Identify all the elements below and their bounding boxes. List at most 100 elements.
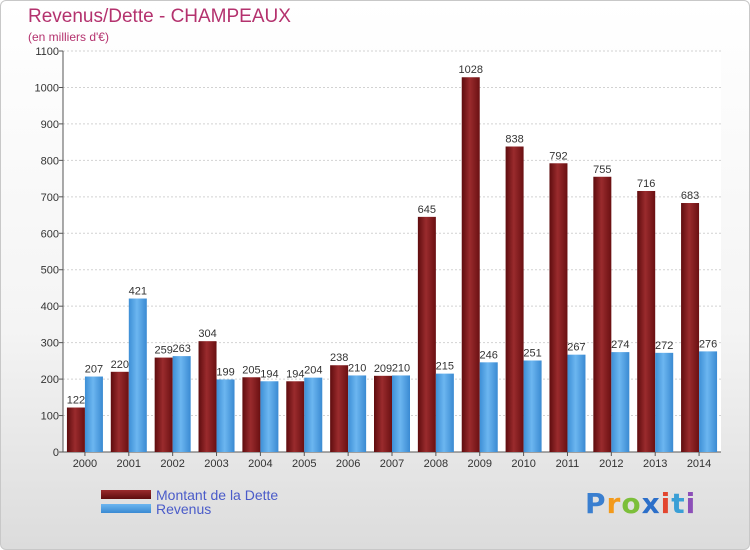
bar-revenue — [348, 375, 367, 452]
x-tick-label: 2002 — [160, 458, 184, 470]
y-tick-label: 1000 — [35, 82, 59, 94]
data-label-revenue: 210 — [348, 362, 366, 374]
bar-revenue — [567, 354, 586, 452]
x-tick-label: 2011 — [556, 458, 580, 470]
x-tick-label: 2014 — [687, 458, 711, 470]
bar-debt — [681, 203, 700, 452]
bar-revenue — [435, 373, 454, 452]
data-label-debt: 238 — [330, 352, 348, 364]
data-label-revenue: 251 — [523, 347, 541, 359]
chart-title: Revenus/Dette - CHAMPEAUX — [28, 6, 291, 27]
bar-revenue — [216, 379, 235, 452]
data-label-revenue: 204 — [304, 365, 322, 377]
data-label-revenue: 276 — [699, 338, 717, 350]
data-label-revenue: 210 — [392, 362, 410, 374]
bar-debt — [374, 375, 392, 452]
y-tick-label: 1100 — [35, 46, 59, 58]
logo-letter: i — [660, 487, 672, 520]
bar-debt — [286, 381, 305, 452]
bar-revenue — [392, 375, 410, 452]
data-label-debt: 716 — [637, 178, 655, 190]
data-label-debt: 645 — [418, 204, 436, 216]
data-label-revenue: 272 — [655, 340, 673, 352]
data-label-revenue: 215 — [436, 361, 454, 373]
data-label-debt: 220 — [111, 359, 129, 371]
data-label-debt: 755 — [593, 164, 611, 176]
bar-revenue — [655, 352, 674, 452]
bar-debt — [417, 216, 436, 452]
x-tick-label: 2005 — [292, 458, 316, 470]
logo-letter: x — [641, 487, 661, 520]
logo-letter: r — [606, 487, 622, 520]
logo-letter: t — [671, 487, 686, 520]
data-label-debt: 259 — [154, 345, 172, 357]
bar-debt — [549, 163, 568, 452]
logo-letter: i — [685, 487, 697, 520]
y-tick-label: 400 — [41, 301, 59, 313]
data-label-debt: 194 — [286, 368, 304, 380]
proxiti-logo: Proxiti — [585, 487, 696, 520]
bar-revenue — [611, 352, 630, 452]
legend-swatch-debt — [101, 490, 151, 499]
x-tick-label: 2000 — [73, 458, 97, 470]
chart-subtitle: (en milliers d'€) — [28, 30, 109, 44]
x-tick-label: 2008 — [424, 458, 448, 470]
legend-label-debt: Montant de la Dette — [156, 487, 279, 503]
data-label-debt: 838 — [505, 134, 523, 146]
data-label-revenue: 199 — [216, 366, 234, 378]
x-tick-label: 2013 — [643, 458, 667, 470]
y-tick-label: 900 — [41, 119, 59, 131]
y-tick-label: 0 — [53, 447, 59, 459]
x-tick-label: 2012 — [599, 458, 623, 470]
bar-revenue — [479, 362, 498, 452]
bar-debt — [505, 146, 524, 452]
x-tick-label: 2006 — [336, 458, 360, 470]
logo-letter: P — [585, 487, 607, 520]
data-label-debt: 1028 — [458, 64, 482, 76]
bar-debt — [66, 407, 85, 452]
data-label-debt: 304 — [198, 328, 216, 340]
y-tick-label: 200 — [41, 374, 59, 386]
bar-revenue — [84, 376, 103, 452]
data-label-revenue: 194 — [260, 368, 278, 380]
bar-debt — [637, 190, 656, 452]
bar-debt — [242, 377, 261, 452]
x-tick-label: 2001 — [117, 458, 141, 470]
bar-revenue — [304, 377, 323, 452]
legend-label-revenue: Revenus — [156, 501, 212, 517]
bar-revenue — [523, 360, 542, 452]
y-tick-label: 500 — [41, 265, 59, 277]
data-label-debt: 209 — [374, 363, 392, 375]
bar-debt — [461, 77, 480, 452]
x-tick-label: 2007 — [380, 458, 404, 470]
bar-revenue — [260, 381, 279, 452]
data-label-debt: 122 — [67, 395, 85, 407]
data-label-debt: 792 — [549, 150, 567, 162]
data-label-debt: 205 — [242, 364, 260, 376]
bar-revenue — [699, 351, 718, 452]
data-label-revenue: 421 — [129, 286, 147, 298]
data-label-revenue: 263 — [172, 343, 190, 355]
x-tick-label: 2003 — [204, 458, 228, 470]
y-tick-label: 300 — [41, 338, 59, 350]
data-label-revenue: 267 — [567, 342, 585, 354]
bar-revenue — [128, 298, 147, 452]
data-label-revenue: 246 — [480, 349, 498, 361]
y-tick-label: 700 — [41, 192, 59, 204]
bar-debt — [593, 176, 612, 452]
bar-debt — [330, 365, 349, 452]
logo-letter: o — [621, 487, 642, 520]
legend-swatch-revenue — [101, 504, 151, 513]
y-tick-label: 600 — [41, 228, 59, 240]
data-label-debt: 683 — [681, 190, 699, 202]
x-tick-label: 2010 — [511, 458, 535, 470]
x-tick-label: 2004 — [248, 458, 272, 470]
data-label-revenue: 207 — [85, 364, 103, 376]
y-tick-label: 800 — [41, 155, 59, 167]
bar-debt — [110, 371, 129, 452]
y-tick-label: 100 — [41, 411, 59, 423]
x-tick-label: 2009 — [467, 458, 491, 470]
bar-revenue — [172, 356, 191, 452]
